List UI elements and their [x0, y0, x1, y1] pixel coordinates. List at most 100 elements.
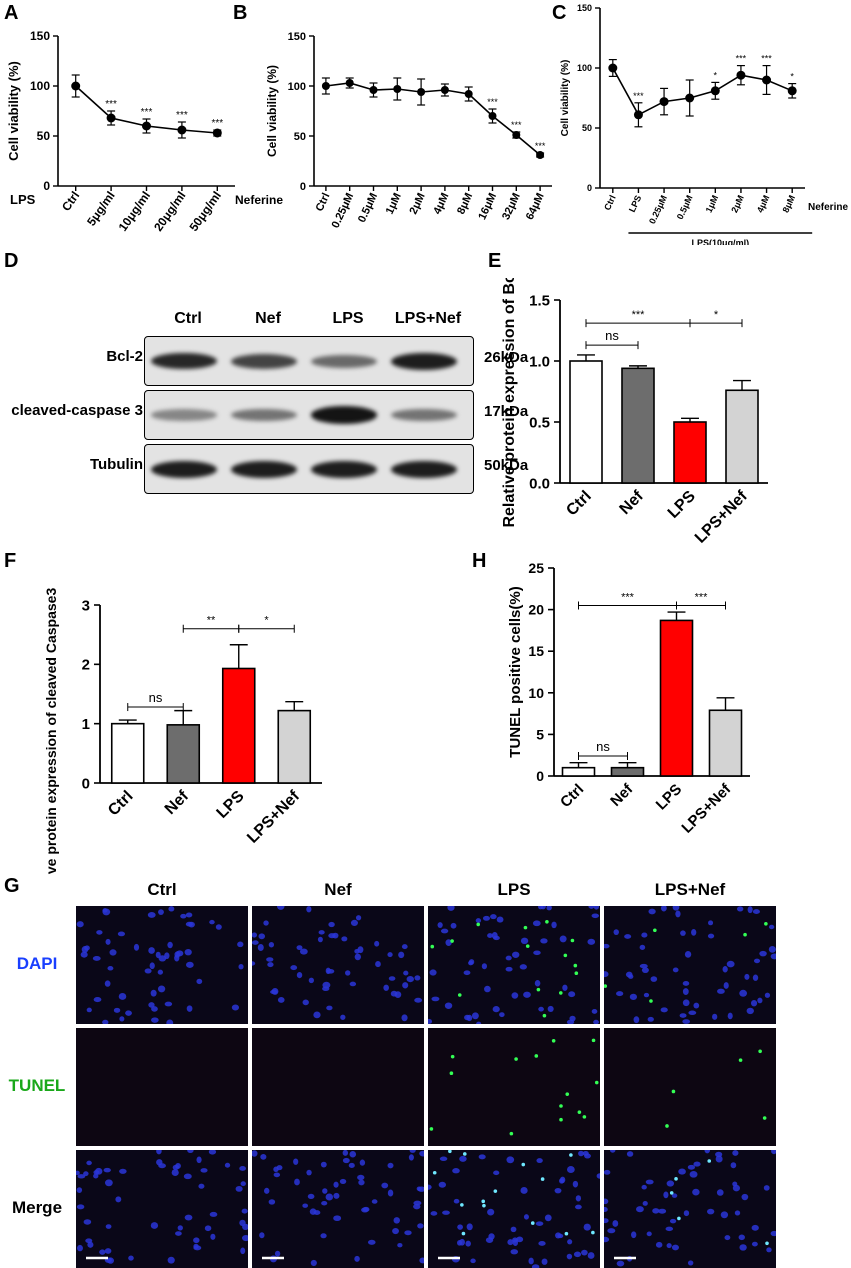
nucleus — [168, 906, 175, 912]
nucleus — [555, 1232, 562, 1239]
tunel-positive-dot — [432, 1170, 437, 1175]
bar — [610, 766, 645, 777]
nucleus — [92, 955, 101, 961]
nucleus — [367, 1239, 376, 1245]
significance-label: *** — [141, 107, 153, 118]
nucleus — [641, 1184, 647, 1190]
nucleus — [354, 953, 362, 961]
nucleus — [318, 930, 325, 935]
bar — [561, 766, 596, 777]
nucleus — [341, 936, 348, 942]
panel-letter-a: A — [4, 2, 19, 24]
nucleus — [766, 1247, 772, 1253]
nucleus — [387, 1162, 394, 1169]
nucleus — [629, 993, 638, 1000]
y-tick-label: 0 — [43, 179, 50, 193]
significance-label: *** — [105, 99, 117, 110]
tunel-positive-dot — [677, 1216, 681, 1221]
nucleus — [431, 996, 440, 1002]
nucleus — [741, 1193, 749, 1201]
nucleus — [102, 908, 108, 913]
bar — [569, 360, 603, 484]
data-point — [488, 112, 497, 120]
y-tick-label: 0 — [536, 768, 544, 784]
nucleus — [596, 1173, 600, 1179]
nucleus — [339, 1178, 347, 1184]
nucleus — [759, 950, 767, 957]
y-tick-label: 0.0 — [529, 475, 550, 492]
micrograph-background — [252, 1028, 424, 1146]
nucleus — [174, 954, 180, 962]
y-tick-label: 1 — [82, 716, 90, 733]
nucleus — [707, 1208, 715, 1215]
micrograph-background — [604, 1150, 776, 1268]
data-point — [710, 86, 720, 96]
nucleus — [764, 992, 771, 998]
nucleus — [375, 961, 381, 968]
nucleus — [241, 1234, 248, 1242]
micrograph-image — [252, 1028, 424, 1146]
x-axis-title: Neferine — [808, 202, 848, 213]
x-tick-label: LPS — [665, 488, 699, 522]
nucleus — [604, 1198, 609, 1205]
nucleus — [652, 1208, 660, 1214]
nucleus — [257, 944, 264, 951]
micrograph-image — [252, 906, 424, 1024]
y-tick-label: 50 — [37, 129, 51, 143]
nucleus — [746, 1007, 754, 1015]
nucleus — [271, 987, 279, 995]
y-axis-label: Relative protein expression of cleaved C… — [43, 588, 59, 875]
tunel-positive-dot — [534, 1054, 539, 1058]
nucleus — [751, 1224, 759, 1231]
nucleus — [402, 982, 409, 989]
y-tick-label: 2 — [82, 657, 90, 674]
micrograph-image — [252, 1150, 424, 1268]
nucleus — [83, 1171, 89, 1177]
x-tick-label: Ctrl — [314, 191, 333, 213]
nucleus — [708, 920, 714, 926]
nucleus — [747, 906, 753, 914]
micrograph-image — [428, 1150, 600, 1268]
x-tick-label: 0.5μM — [675, 194, 695, 221]
nucleus — [196, 978, 203, 985]
nucleus — [429, 969, 437, 976]
nucleus — [95, 1167, 103, 1175]
nucleus — [184, 948, 192, 956]
nucleus — [414, 975, 421, 981]
blot-protein-label: Bcl-2 — [106, 348, 143, 365]
nucleus — [167, 1256, 175, 1264]
nucleus — [693, 1161, 701, 1167]
nucleus — [507, 1239, 514, 1246]
nucleus — [408, 1154, 414, 1161]
nucleus — [476, 1021, 482, 1024]
nucleus — [484, 985, 491, 993]
blot-band — [311, 406, 377, 424]
tunel-positive-dot — [542, 1013, 547, 1018]
nucleus — [478, 1154, 486, 1160]
nucleus — [569, 1015, 576, 1022]
nucleus — [445, 939, 452, 947]
tunel-positive-dot — [577, 1110, 582, 1114]
nucleus — [404, 1230, 412, 1236]
data-point — [685, 93, 695, 103]
nucleus — [231, 1004, 240, 1011]
nucleus — [666, 1180, 675, 1187]
blot-band — [311, 354, 377, 368]
y-tick-label: 20 — [528, 602, 544, 618]
nucleus — [715, 1151, 723, 1158]
nucleus — [93, 997, 102, 1003]
tunel-positive-dot — [493, 1189, 498, 1193]
y-tick-label: 0.5 — [529, 414, 550, 431]
nucleus — [487, 1208, 495, 1216]
nucleus — [414, 997, 423, 1003]
tunel-positive-dot — [604, 984, 608, 988]
data-point — [369, 86, 378, 94]
data-point — [71, 81, 81, 91]
nucleus — [259, 1232, 265, 1239]
x-tick-label: LPS+Nef — [692, 487, 751, 546]
tunel-positive-dot — [460, 1203, 464, 1207]
chart-c-cell-viability-lps-neferine: 0 50 100 150 Cell viability (%) Ctrl LPS 0.25μM… — [560, 3, 848, 245]
nucleus — [771, 1150, 776, 1155]
nucleus — [481, 963, 488, 970]
nucleus — [237, 941, 244, 948]
